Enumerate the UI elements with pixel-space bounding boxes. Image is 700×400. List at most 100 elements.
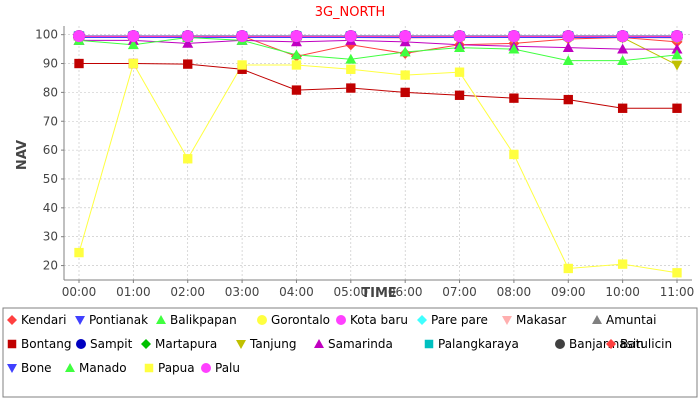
legend-label-gorontalo: Gorontalo (271, 313, 330, 327)
legend-marker-bontang (7, 339, 17, 349)
x-tick-label: 05:00 (334, 285, 369, 299)
x-tick-label: 11:00 (660, 285, 695, 299)
data-point-papua (400, 70, 410, 80)
x-tick-label: 06:00 (388, 285, 423, 299)
legend-marker-balikpapan (156, 315, 166, 324)
data-point-manado (671, 49, 683, 60)
legend-box (2, 307, 698, 398)
legend-marker-papua (144, 363, 154, 373)
data-point-manado (508, 43, 520, 54)
series-line-bontang (79, 63, 677, 109)
x-axis-label: TIME (361, 286, 397, 301)
data-point-palu (453, 30, 466, 43)
data-point-manado (290, 49, 302, 60)
data-point-bontang (672, 103, 682, 113)
x-tick-label: 01:00 (116, 285, 151, 299)
data-point-samarinda (617, 43, 629, 54)
data-point-palu (671, 30, 683, 43)
x-tick-label: 04:00 (279, 285, 314, 299)
legend-label-bontang: Bontang (21, 337, 71, 351)
data-point-tanjung (671, 60, 683, 71)
data-point-papua (617, 259, 628, 269)
data-point-papua (237, 60, 247, 70)
y-tick-label: 20 (43, 259, 58, 273)
legend-marker-amuntai (592, 315, 602, 324)
data-point-palu (127, 30, 140, 43)
data-point-bontang (346, 83, 356, 93)
legend-label-kota-baru: Kota baru (350, 313, 408, 327)
data-point-palu (73, 30, 85, 43)
legend-marker-palu (201, 363, 211, 373)
legend-label-sampit: Sampit (90, 337, 133, 351)
data-point-palu (181, 30, 194, 43)
data-point-papua (346, 64, 356, 74)
x-tick-label: 07:00 (442, 285, 477, 299)
legend-marker-batulicin (606, 339, 616, 349)
data-point-palu (290, 30, 303, 43)
data-point-papua (183, 154, 193, 164)
data-point-manado (562, 55, 574, 66)
legend-marker-tanjung (236, 340, 246, 349)
data-point-bontang (400, 87, 410, 98)
data-point-papua (128, 58, 139, 69)
legend-marker-manado (65, 363, 75, 372)
legend-label-martapura: Martapura (155, 337, 217, 351)
y-tick-label: 80 (43, 85, 58, 99)
data-point-palu (399, 30, 412, 43)
series-line-manado (78, 37, 678, 62)
data-point-palu (236, 30, 249, 43)
legend-label-batulicin: Batulicin (620, 337, 672, 351)
x-tick-label: 03:00 (225, 285, 260, 299)
legend-label-balikpapan: Balikpapan (170, 313, 237, 327)
x-tick-label: 02:00 (170, 285, 205, 299)
data-point-bontang (617, 103, 628, 113)
y-tick-label: 60 (43, 143, 58, 157)
data-point-papua (563, 263, 573, 274)
y-tick-label: 30 (43, 230, 58, 244)
legend-marker-kendari (7, 315, 17, 325)
series-line-papua (78, 62, 678, 274)
data-point-papua (672, 268, 682, 278)
data-point-manado (399, 46, 411, 57)
data-point-manado (127, 39, 139, 50)
data-point-papua (291, 60, 302, 70)
data-point-papua (74, 247, 84, 258)
legend-label-palangkaraya: Palangkaraya (438, 337, 519, 351)
data-point-papua (509, 149, 519, 160)
data-point-manado (454, 42, 466, 53)
legend-label-samarinda: Samarinda (328, 337, 393, 351)
data-point-bontang (74, 58, 84, 69)
series-line-samarinda (79, 39, 677, 50)
data-point-samarinda (562, 42, 574, 53)
y-tick-label: 70 (43, 114, 58, 128)
data-point-palu (616, 30, 629, 43)
data-point-bontang (291, 85, 302, 95)
legend-marker-pontianak (75, 316, 85, 325)
data-point-palu (507, 30, 520, 43)
legend-label-kendari: Kendari (21, 313, 67, 327)
data-point-papua (454, 67, 465, 77)
data-point-bontang (563, 94, 573, 105)
legend-label-tanjung: Tanjung (249, 337, 296, 351)
data-point-palu (344, 30, 357, 43)
plot-area: 20 30 40 50 60 70 80 90 100 00:00 01:00 02:00 03:00 0… (35, 26, 694, 299)
legend-label-makasar: Makasar (516, 313, 566, 327)
legend-label-bone: Bone (21, 361, 52, 375)
data-point-bontang (509, 93, 519, 103)
legend-marker-makasar (502, 316, 512, 325)
legend-marker-gorontalo (257, 315, 267, 325)
legend-label-papua: Papua (158, 361, 195, 375)
legend-marker-banjarmasin (555, 339, 565, 349)
legend-marker-palangkaraya (424, 339, 434, 349)
plot-background (64, 26, 692, 280)
data-point-bontang (454, 90, 465, 100)
data-point-manado (345, 53, 357, 64)
legend-label-manado: Manado (79, 361, 127, 375)
legend-label-amuntai: Amuntai (606, 313, 657, 327)
x-tick-label: 10:00 (605, 285, 640, 299)
legend: Kendari Pontianak Balikpapan Gorontalo Kota … (2, 307, 698, 398)
legend-label-palu: Palu (215, 361, 240, 375)
legend-marker-sampit (76, 339, 86, 349)
data-point-manado (617, 55, 629, 66)
